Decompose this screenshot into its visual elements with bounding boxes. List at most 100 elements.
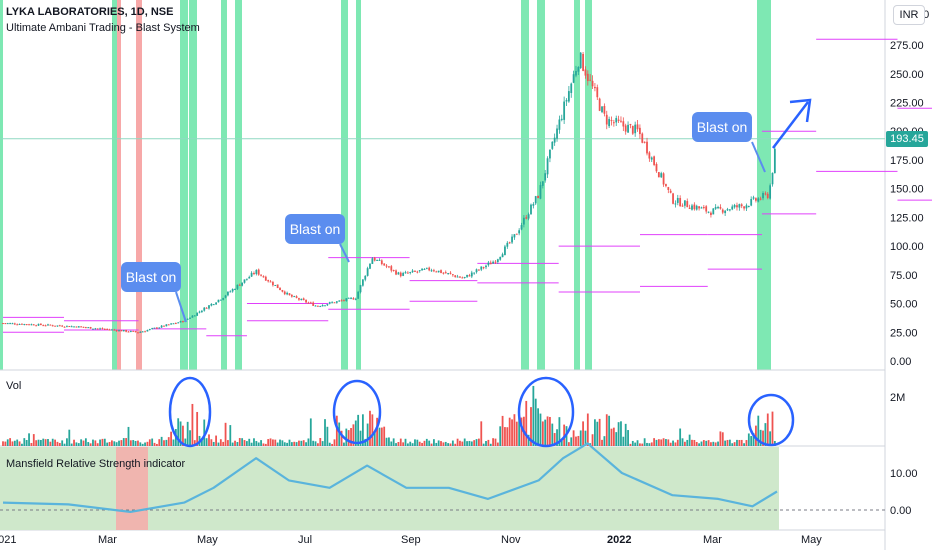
- volume-bar: [532, 385, 535, 446]
- candle-body: [32, 324, 35, 326]
- volume-bar: [634, 442, 637, 446]
- candle-body: [305, 299, 307, 303]
- candle-body: [63, 326, 66, 328]
- volume-bar: [305, 442, 307, 446]
- volume-bar: [584, 430, 587, 446]
- volume-bar: [612, 427, 615, 446]
- candle-body: [546, 158, 549, 175]
- volume-bar: [567, 442, 570, 446]
- candle-body: [766, 193, 769, 198]
- candle-body: [449, 272, 452, 274]
- candle-body: [286, 292, 289, 295]
- candle-body: [245, 278, 248, 280]
- candle-body: [380, 260, 383, 265]
- mansfield-pane-label[interactable]: Mansfield Relative Strength indicator: [6, 458, 186, 470]
- candle-body: [492, 261, 495, 264]
- volume-bar: [307, 438, 310, 446]
- volume-bar: [205, 438, 208, 446]
- candle-body: [58, 325, 61, 327]
- volume-bar: [139, 442, 142, 446]
- volume-bar: [665, 439, 667, 446]
- candle-body: [345, 298, 348, 301]
- volume-bar: [167, 437, 170, 446]
- volume-bar: [752, 433, 755, 446]
- candle-body: [636, 124, 639, 130]
- volume-bar: [200, 439, 203, 446]
- candle-body: [665, 184, 667, 187]
- indicator-name[interactable]: Ultimate Ambani Trading - Blast System: [6, 22, 200, 34]
- candle-body: [700, 207, 703, 209]
- volume-circle: [332, 379, 382, 445]
- volume-bar: [399, 438, 402, 446]
- volume-tick-label: 2M: [890, 392, 905, 404]
- volume-bar: [459, 440, 461, 446]
- candle-body: [707, 211, 710, 213]
- volume-bar: [416, 439, 419, 446]
- volume-bar: [762, 430, 764, 446]
- candle-body: [103, 328, 106, 330]
- candle-body: [281, 290, 284, 292]
- volume-bar: [21, 443, 23, 446]
- callout-pointer: [175, 291, 187, 323]
- currency-button[interactable]: INR: [893, 5, 925, 25]
- candle-body: [702, 207, 705, 209]
- volume-bar: [409, 441, 412, 446]
- volume-bar: [518, 416, 521, 446]
- time-tick-label: Sep: [401, 534, 421, 546]
- volume-bar: [269, 438, 272, 446]
- candle-body: [726, 209, 729, 211]
- candle-body: [714, 207, 717, 209]
- volume-bar: [627, 430, 629, 446]
- candle-body: [717, 207, 719, 209]
- candle-body: [338, 300, 341, 302]
- volume-pane-label[interactable]: Vol: [6, 380, 22, 392]
- volume-bar: [470, 441, 473, 446]
- candle-body: [582, 53, 584, 71]
- volume-bar: [158, 439, 161, 446]
- candle-body: [314, 305, 317, 307]
- time-tick-label: Mar: [98, 534, 117, 546]
- volume-bar: [511, 419, 513, 446]
- volume-bar: [440, 441, 442, 446]
- volume-bar: [229, 425, 232, 446]
- callout-pointer: [339, 243, 350, 263]
- candle-body: [331, 302, 334, 304]
- candle-body: [274, 284, 277, 286]
- candle-body: [721, 209, 724, 213]
- candle-body: [264, 276, 267, 281]
- volume-bar: [695, 441, 698, 446]
- volume-bar: [610, 428, 613, 446]
- rs-line: [2, 442, 778, 513]
- candle-body: [409, 272, 412, 274]
- candle-body: [120, 330, 123, 332]
- candle-body: [549, 149, 551, 159]
- volume-bar: [99, 439, 101, 446]
- volume-bar: [30, 442, 33, 446]
- volume-bar: [726, 439, 729, 446]
- candle-body: [174, 323, 177, 325]
- volume-bar: [646, 442, 648, 446]
- volume-bar: [18, 441, 21, 446]
- candle-body: [13, 323, 16, 325]
- candle-body: [563, 101, 566, 120]
- candle-body: [421, 268, 423, 271]
- candle-body: [392, 270, 395, 272]
- candle-body: [293, 296, 296, 298]
- volume-bar: [283, 442, 286, 446]
- candle-body: [160, 325, 163, 328]
- candle-body: [669, 190, 672, 193]
- volume-bar: [298, 440, 300, 446]
- volume-bar: [115, 442, 118, 446]
- candle-body: [461, 277, 464, 279]
- candle-body: [224, 295, 227, 298]
- candle-body: [385, 265, 388, 267]
- volume-bar: [274, 439, 277, 446]
- candle-body: [319, 306, 322, 308]
- candle-body: [577, 67, 580, 72]
- volume-bar: [321, 441, 324, 446]
- candle-body: [210, 303, 213, 306]
- candle-body: [288, 293, 291, 296]
- volume-bar: [224, 422, 227, 446]
- candle-body: [762, 192, 764, 199]
- candle-body: [494, 261, 497, 263]
